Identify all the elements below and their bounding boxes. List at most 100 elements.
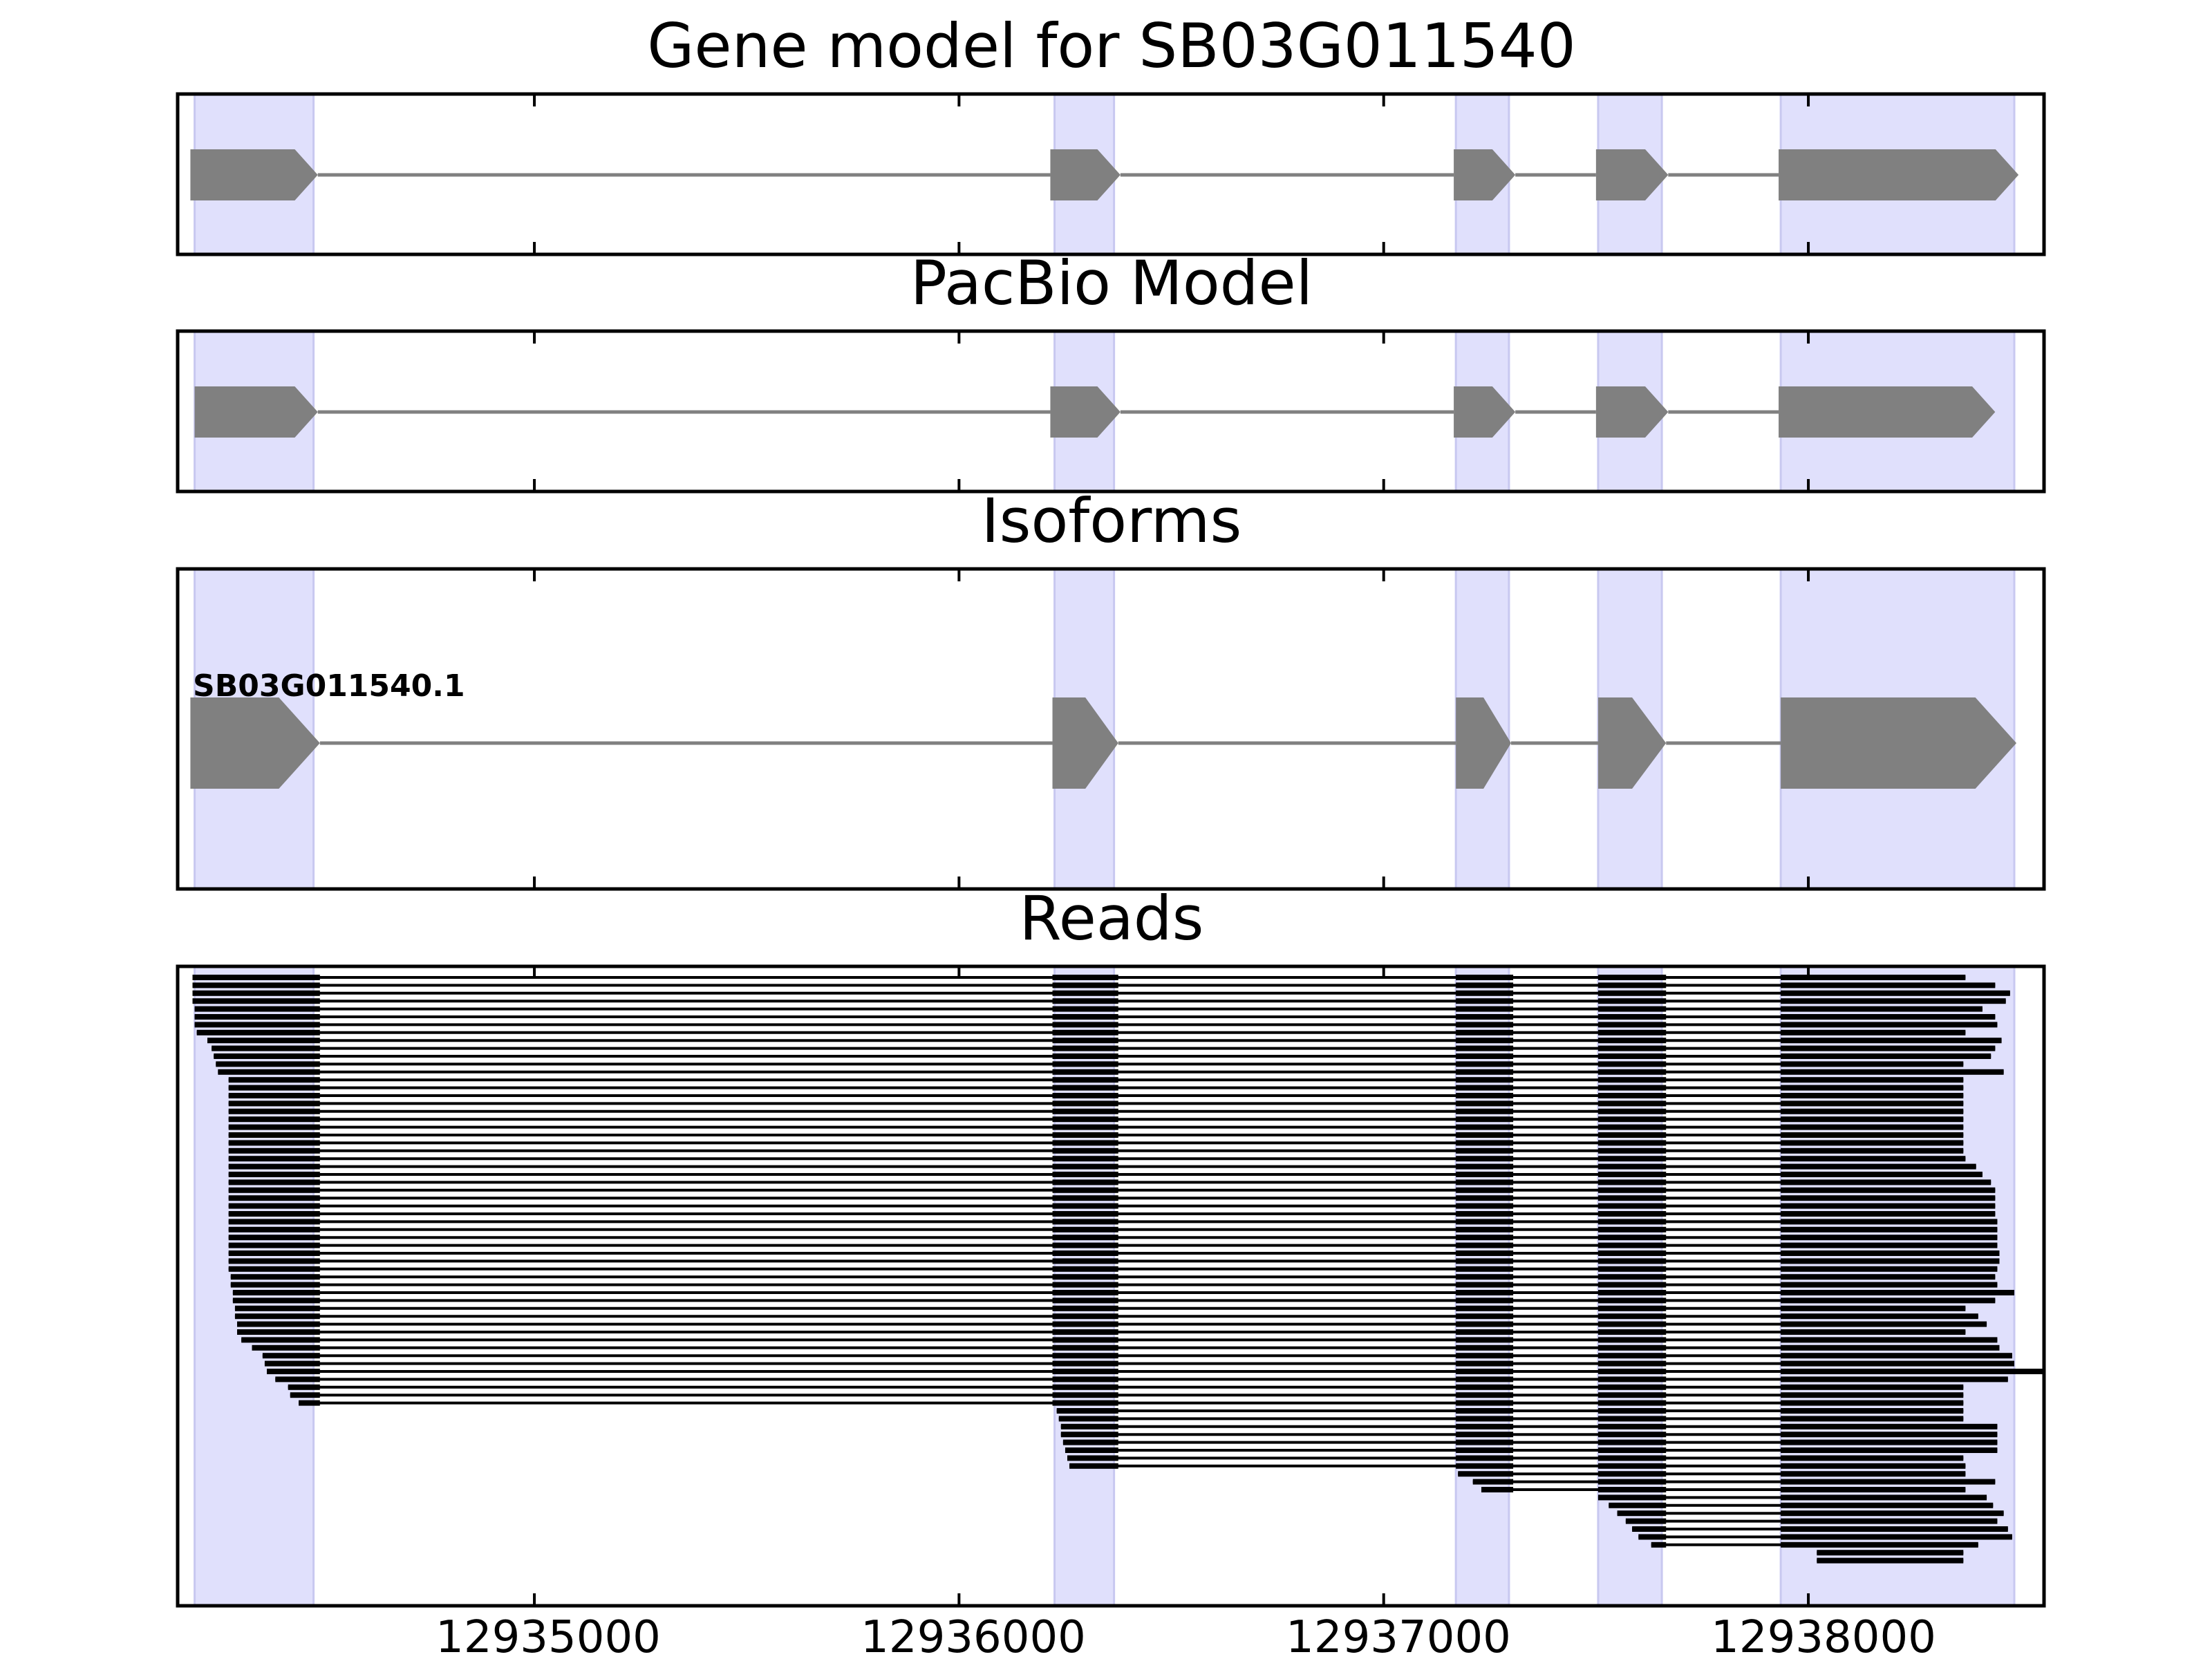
read-exon-block <box>1597 1100 1667 1107</box>
read-exon-block <box>1456 1108 1514 1114</box>
reads-track <box>192 975 2044 1564</box>
read-exon-block <box>1456 1077 1514 1083</box>
read-exon-block <box>1597 1124 1667 1130</box>
read-exon-block <box>1781 1219 1998 1225</box>
exon-block <box>1781 697 2017 789</box>
read-exon-block <box>1052 1147 1118 1154</box>
isoforms-ticks <box>533 569 1810 889</box>
read-exon-block <box>1597 1187 1667 1193</box>
read-exon-block <box>1597 1085 1667 1091</box>
read-exon-block <box>1456 1226 1514 1232</box>
exon-block <box>190 697 320 789</box>
read-exon-block <box>1456 1447 1514 1453</box>
read-exon-block <box>1597 1376 1667 1382</box>
read <box>228 1108 1964 1114</box>
read <box>234 1313 1978 1320</box>
read-exon-block <box>288 1384 320 1390</box>
read-exon-block <box>1597 1045 1667 1051</box>
read-exon-block <box>1781 1156 1966 1162</box>
read-exon-block <box>1052 1124 1118 1130</box>
read-exon-block <box>230 1282 320 1288</box>
read-exon-block <box>1052 1045 1118 1051</box>
read-exon-block <box>1456 1235 1514 1241</box>
read-exon-block <box>1597 1329 1667 1335</box>
read-exon-block <box>1597 1242 1667 1248</box>
read-exon-block <box>228 1140 320 1146</box>
pacbio-model-track <box>194 386 1996 438</box>
read-exon-block <box>1456 1045 1514 1051</box>
read-exon-block <box>1052 1226 1118 1232</box>
read-exon-block <box>1781 1290 2014 1295</box>
read <box>230 1282 1998 1288</box>
read-exon-block <box>1052 1305 1118 1311</box>
read <box>228 1172 1983 1177</box>
read-exon-block <box>1052 1384 1118 1390</box>
read-exon-block <box>1052 990 1118 996</box>
read-exon-block <box>1781 1124 1964 1130</box>
read-exon-block <box>1781 1132 1964 1138</box>
exon-block <box>1454 149 1516 200</box>
read-exon-block <box>1597 1423 1667 1430</box>
read <box>194 1014 1996 1020</box>
read-exon-block <box>1817 1557 1964 1564</box>
read-exon-block <box>1052 1006 1118 1012</box>
read-exon-block <box>1456 1455 1514 1461</box>
read <box>1817 1550 1964 1556</box>
read-exon-block <box>1052 1321 1118 1327</box>
read-exon-block <box>1597 1455 1667 1461</box>
read-exon-block <box>1456 1163 1514 1170</box>
read-exon-block <box>1597 1069 1667 1075</box>
read-exon-block <box>1052 1029 1118 1035</box>
read-exon-block <box>1781 982 1996 988</box>
read-exon-block <box>1456 1203 1514 1209</box>
read-exon-block <box>228 1219 320 1225</box>
read-exon-block <box>1597 975 1667 980</box>
read-exon-block <box>1456 1423 1514 1430</box>
read-exon-block <box>1781 1432 1998 1438</box>
read-exon-block <box>1781 1163 1976 1170</box>
exon-block <box>1597 697 1667 789</box>
read-exon-block <box>1456 1242 1514 1248</box>
read-exon-block <box>1456 1392 1514 1398</box>
read <box>232 1290 2014 1295</box>
read-exon-block <box>1456 1038 1514 1044</box>
read-exon-block <box>1597 1274 1667 1280</box>
read-exon-block <box>1052 1179 1118 1185</box>
read-exon-block <box>1052 1156 1118 1162</box>
read-exon-block <box>1597 990 1667 996</box>
read-exon-block <box>1781 1242 1998 1248</box>
read-exon-block <box>1062 1439 1118 1445</box>
read-exon-block <box>234 1313 320 1320</box>
read-exon-block <box>1456 1085 1514 1091</box>
read <box>241 1337 1998 1343</box>
read-exon-block <box>1597 1447 1667 1453</box>
read-exon-block <box>1052 1376 1118 1382</box>
exon-block <box>1050 149 1121 200</box>
exon-block <box>1595 149 1669 200</box>
read-exon-block <box>1052 1282 1118 1288</box>
read-exon-block <box>1456 1124 1514 1130</box>
read <box>1472 1479 1996 1485</box>
read-exon-block <box>1456 1329 1514 1335</box>
read-exon-block <box>1456 1344 1514 1351</box>
read-exon-block <box>237 1321 320 1327</box>
read-exon-block <box>1456 1053 1514 1059</box>
read-exon-block <box>1781 975 1966 980</box>
read <box>196 1029 1966 1035</box>
pacbio-model-frame <box>176 329 2046 494</box>
read-exon-block <box>1781 1416 1964 1422</box>
read-exon-block <box>1456 1400 1514 1406</box>
read-exon-block <box>1456 1211 1514 1217</box>
read <box>228 1156 1966 1162</box>
read-exon-block <box>1597 1132 1667 1138</box>
read <box>228 1100 1964 1107</box>
read-exon-block <box>1052 1400 1118 1406</box>
read-exon-block <box>1617 1510 1667 1517</box>
read-exon-block <box>1781 1344 2000 1351</box>
read-exon-block <box>1052 1022 1118 1028</box>
read <box>1458 1471 1966 1477</box>
read-exon-block <box>1456 1408 1514 1414</box>
x-tick-label: 12937000 <box>1286 1612 1511 1659</box>
read-exon-block <box>1067 1455 1118 1461</box>
read-exon-block <box>1597 1400 1667 1406</box>
